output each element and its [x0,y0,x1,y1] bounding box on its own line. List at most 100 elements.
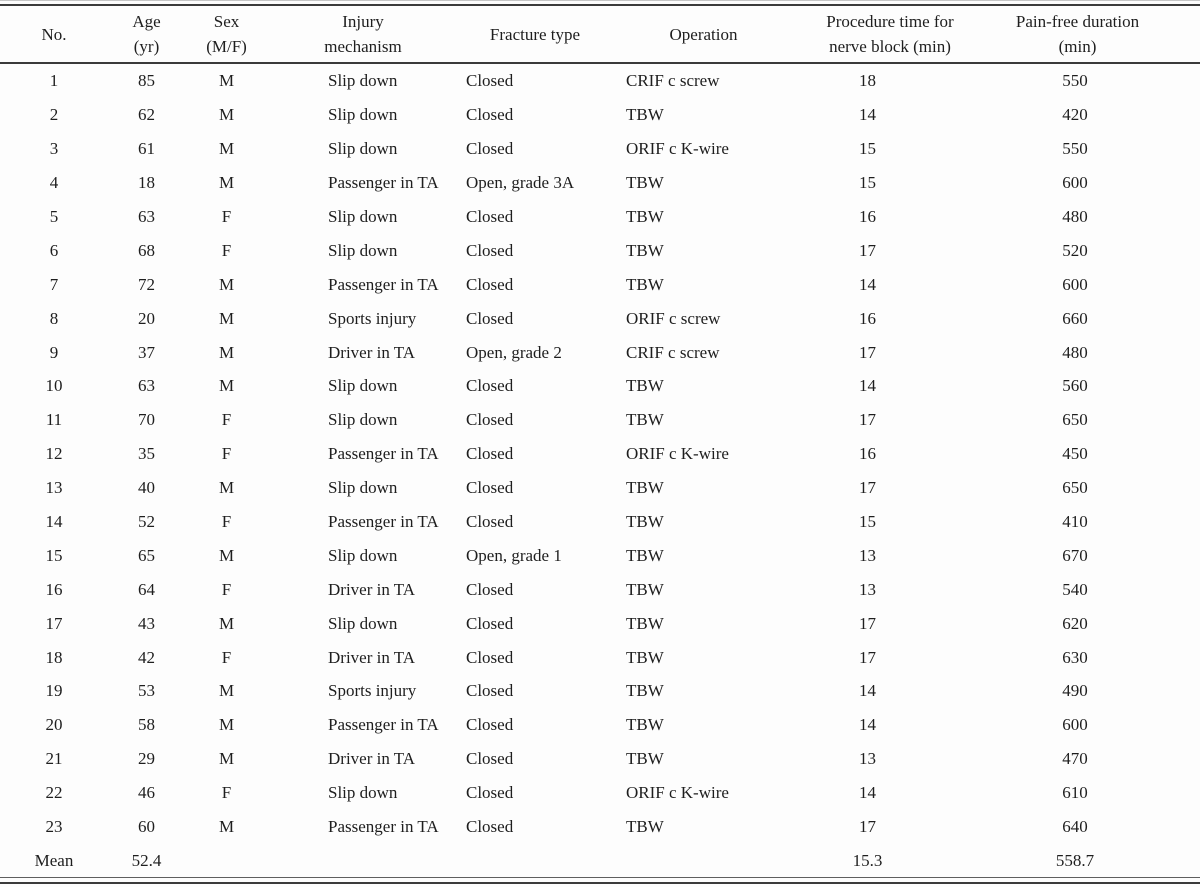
cell-injury: Slip down [328,410,398,430]
cell-procedure: 14 [859,105,876,125]
cell-no: 15 [45,545,63,565]
cell-injury: Slip down [328,139,398,159]
cell-age: 18 [138,173,155,193]
table-row: 16 64 F Driver in TA Closed TBW 13 540 [0,572,1200,606]
table-row: 18 42 F Driver in TA Closed TBW 17 630 [0,640,1200,674]
header-label: mechanism [324,37,402,56]
header-label: Fracture type [489,24,581,44]
table-row: 2 62 M Slip down Closed TBW 14 420 [0,98,1200,132]
cell-operation: TBW [626,681,664,701]
cell-procedure: 15.3 [852,850,883,870]
cell-procedure: 16 [859,207,876,226]
cell-age: 68 [138,240,155,260]
cell-procedure: 17 [859,613,876,633]
header-label: (min) [1058,37,1097,56]
cell-painfree: 490 [1062,681,1088,701]
cell-procedure: 17 [859,478,876,498]
cell-painfree: 560 [1062,376,1088,396]
table-row: 20 58 M Passenger in TA Closed TBW 14 600 [0,708,1200,742]
cell-sex: M [218,613,235,633]
cell-age: 29 [138,749,155,769]
cell-operation: ORIF c K-wire [626,139,729,159]
cell-age: 64 [138,579,155,599]
cell-no: 2 [49,105,59,125]
cell-no: 11 [45,410,63,430]
cell-procedure: 14 [859,715,876,735]
cell-fracture: Closed [466,71,514,91]
cell-age: 42 [138,647,155,667]
cell-injury: Driver in TA [328,342,416,362]
cell-age: 43 [138,613,155,633]
cell-no: 12 [45,444,63,464]
cell-procedure: 13 [859,749,876,769]
table-row: 19 53 M Sports injury Closed TBW 14 490 [0,674,1200,708]
cell-fracture: Closed [466,715,514,735]
cell-painfree: 550 [1062,71,1088,91]
cell-sex: M [218,71,235,91]
cell-sex: M [218,545,235,565]
cell-operation: ORIF c K-wire [626,444,729,464]
cell-no: 14 [45,512,63,532]
cell-no: 18 [45,647,63,667]
cell-injury: Passenger in TA [328,512,439,532]
cell-procedure: 15 [859,512,876,532]
cell-injury: Slip down [328,207,398,226]
cell-operation: TBW [626,613,664,633]
table-row: 8 20 M Sports injury Closed ORIF c screw 16 660 [0,301,1200,335]
header-label: Pain-free duration [1015,12,1140,31]
cell-procedure: 16 [859,444,876,464]
cell-fracture [458,843,612,877]
cell-operation [612,843,795,877]
cell-sex: F [221,783,232,803]
cell-sex: M [218,681,235,701]
col-header-fracture-type: Fracture type [458,5,612,64]
cell-operation: CRIF c screw [626,342,720,362]
cell-injury: Slip down [328,71,398,91]
cell-sex: F [221,240,232,260]
cell-operation: TBW [626,173,664,193]
cell-fracture: Closed [466,647,514,667]
table-row: 3 61 M Slip down Closed ORIF c K-wire 15 550 [0,132,1200,166]
cell-age: 85 [138,71,155,91]
table-row: 4 18 M Passenger in TA Open, grade 3A TBW 15 60… [0,166,1200,200]
cell-procedure: 14 [859,783,876,803]
cell-operation: CRIF c screw [626,71,720,91]
cell-injury: Sports injury [328,681,417,701]
cell-age: 60 [138,817,155,837]
cell-fracture: Closed [466,512,514,532]
cell-painfree: 480 [1062,207,1088,226]
cell-fracture: Closed [466,274,514,294]
cell-injury: Slip down [328,240,398,260]
cell-procedure: 17 [859,240,876,260]
cell-painfree: 650 [1062,410,1088,430]
cell-sex: M [218,308,235,328]
cell-no: 21 [45,749,63,769]
cell-fracture: Closed [466,410,514,430]
col-header-no: No. [0,5,108,64]
header-label: Procedure time for [826,12,954,31]
cell-no: 3 [49,139,59,159]
cell-injury: Passenger in TA [328,444,439,464]
cell-age: 70 [138,410,155,430]
cell-sex: M [218,749,235,769]
cell-no: 7 [49,274,59,294]
cell-injury: Driver in TA [328,579,416,599]
cell-painfree: 640 [1062,817,1088,837]
cell-operation: TBW [626,105,664,125]
cell-injury: Passenger in TA [328,274,439,294]
cell-operation: TBW [626,376,664,396]
cell-sex: M [218,817,235,837]
cell-sex: M [218,478,235,498]
cell-painfree: 650 [1062,478,1088,498]
cell-painfree: 540 [1062,579,1088,599]
cell-operation: ORIF c K-wire [626,783,729,803]
header-label: Injury [342,12,384,31]
cell-fracture: Closed [466,444,514,464]
cell-operation: TBW [626,240,664,260]
header-label: No. [41,24,67,44]
cell-fracture: Closed [466,308,514,328]
cell-no: 16 [45,579,63,599]
cell-age: 35 [138,444,155,464]
cell-operation: TBW [626,478,664,498]
header-label: Operation [669,24,738,44]
